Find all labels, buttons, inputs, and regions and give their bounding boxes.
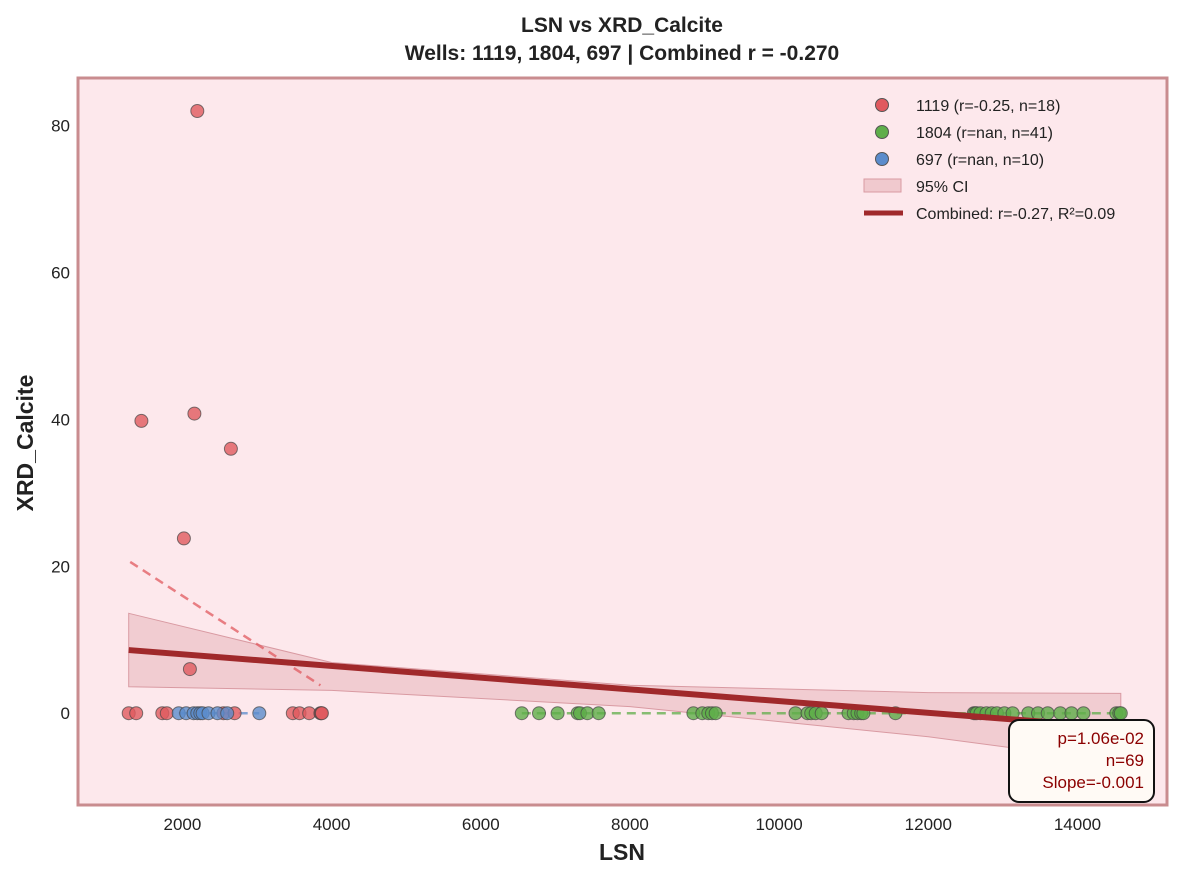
legend-label-combined: Combined: r=-0.27, R²=0.09 bbox=[916, 206, 1115, 223]
stats-box: p=1.06e-02 n=69 Slope=-0.001 bbox=[1008, 719, 1155, 803]
data-point-1804 bbox=[591, 706, 606, 721]
legend-label-1804: 1804 (r=nan, n=41) bbox=[916, 125, 1053, 142]
data-point-1804 bbox=[788, 706, 803, 721]
chart-subtitle: Wells: 1119, 1804, 697 | Combined r = -0… bbox=[405, 42, 839, 65]
data-point-697 bbox=[252, 706, 267, 721]
data-point-1804 bbox=[814, 706, 829, 721]
legend-label-ci: 95% CI bbox=[916, 179, 968, 196]
data-point-1804 bbox=[1076, 706, 1091, 721]
x-tick-label: 8000 bbox=[611, 815, 649, 834]
combined-line-layer bbox=[128, 647, 1121, 731]
legend-label-1119: 1119 (r=-0.25, n=18) bbox=[916, 98, 1060, 115]
data-point-1119 bbox=[176, 531, 191, 546]
data-point-1119 bbox=[314, 706, 329, 721]
y-tick-label: 20 bbox=[51, 557, 70, 576]
data-point-1804 bbox=[708, 706, 723, 721]
data-point-1804 bbox=[532, 706, 546, 721]
data-point-1119 bbox=[187, 406, 202, 421]
stats-n: n=69 bbox=[1106, 751, 1144, 770]
stats-box-frame bbox=[1008, 719, 1155, 803]
y-tick-label: 60 bbox=[51, 264, 70, 283]
x-tick-label: 6000 bbox=[462, 815, 500, 834]
data-point-1804 bbox=[1064, 706, 1079, 721]
data-point-697 bbox=[220, 706, 235, 721]
x-tick-label: 14000 bbox=[1054, 815, 1101, 834]
x-axis-label: LSN bbox=[599, 839, 645, 865]
legend-marker-1119 bbox=[875, 98, 889, 112]
combined-regression-line bbox=[128, 647, 1121, 731]
data-point-1119 bbox=[129, 706, 144, 721]
plot-frame bbox=[76, 76, 1169, 807]
y-tick-label: 80 bbox=[51, 117, 70, 136]
ticks-layer: 2000 4000 6000 8000 10000 12000 14000 0 20 40 60 80 bbox=[51, 117, 1101, 834]
legend-marker-1804 bbox=[875, 125, 889, 139]
data-point-1119 bbox=[190, 104, 205, 118]
data-point-1119 bbox=[223, 441, 238, 456]
x-tick-label: 2000 bbox=[164, 815, 202, 834]
y-axis-label: XRD_Calcite bbox=[12, 375, 38, 512]
legend-marker-ci bbox=[863, 178, 902, 193]
stats-slope: Slope=-0.001 bbox=[1042, 773, 1144, 792]
legend: 1119 (r=-0.25, n=18) 1804 (r=nan, n=41) … bbox=[863, 98, 1115, 223]
data-point-1119 bbox=[182, 662, 197, 677]
y-tick-label: 40 bbox=[51, 410, 70, 429]
stats-p-value: p=1.06e-02 bbox=[1058, 729, 1145, 748]
data-point-1804 bbox=[1113, 706, 1128, 721]
data-point-1804 bbox=[550, 706, 565, 721]
y-tick-label: 0 bbox=[61, 704, 70, 723]
x-tick-label: 10000 bbox=[755, 815, 802, 834]
data-point-1804 bbox=[514, 706, 529, 721]
data-point-1119 bbox=[159, 706, 174, 721]
data-point-1804 bbox=[1040, 706, 1055, 721]
legend-label-697: 697 (r=nan, n=10) bbox=[916, 152, 1044, 169]
legend-marker-697 bbox=[875, 152, 889, 166]
x-tick-label: 12000 bbox=[905, 815, 952, 834]
x-tick-label: 4000 bbox=[313, 815, 351, 834]
data-point-1119 bbox=[134, 413, 149, 428]
chart-title: LSN vs XRD_Calcite bbox=[521, 14, 723, 37]
